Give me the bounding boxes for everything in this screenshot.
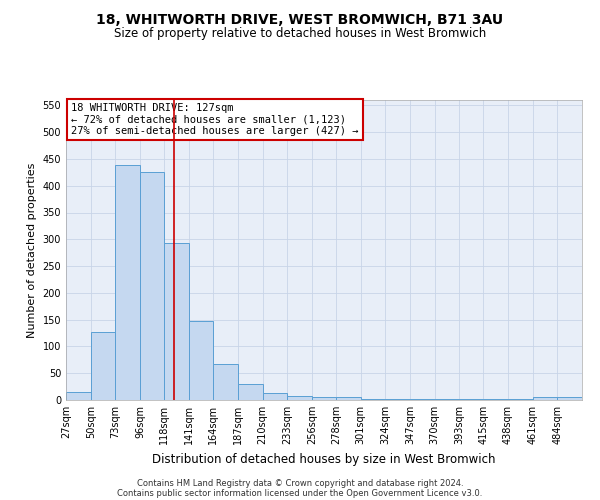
- Text: Contains HM Land Registry data © Crown copyright and database right 2024.: Contains HM Land Registry data © Crown c…: [137, 478, 463, 488]
- Bar: [66, 392, 91, 400]
- Bar: [140, 172, 164, 400]
- X-axis label: Distribution of detached houses by size in West Bromwich: Distribution of detached houses by size …: [152, 452, 496, 466]
- Bar: [263, 393, 287, 400]
- Text: Size of property relative to detached houses in West Bromwich: Size of property relative to detached ho…: [114, 28, 486, 40]
- Text: Contains public sector information licensed under the Open Government Licence v3: Contains public sector information licen…: [118, 488, 482, 498]
- Text: 18 WHITWORTH DRIVE: 127sqm
← 72% of detached houses are smaller (1,123)
27% of s: 18 WHITWORTH DRIVE: 127sqm ← 72% of deta…: [71, 103, 359, 136]
- Bar: [336, 398, 361, 400]
- Bar: [557, 398, 582, 400]
- Bar: [91, 332, 115, 400]
- Bar: [238, 384, 263, 400]
- Text: 18, WHITWORTH DRIVE, WEST BROMWICH, B71 3AU: 18, WHITWORTH DRIVE, WEST BROMWICH, B71 …: [97, 12, 503, 26]
- Bar: [213, 364, 238, 400]
- Bar: [312, 398, 336, 400]
- Y-axis label: Number of detached properties: Number of detached properties: [27, 162, 37, 338]
- Bar: [533, 398, 557, 400]
- Bar: [115, 166, 140, 400]
- Bar: [188, 320, 213, 400]
- Bar: [164, 243, 188, 400]
- Bar: [287, 396, 312, 400]
